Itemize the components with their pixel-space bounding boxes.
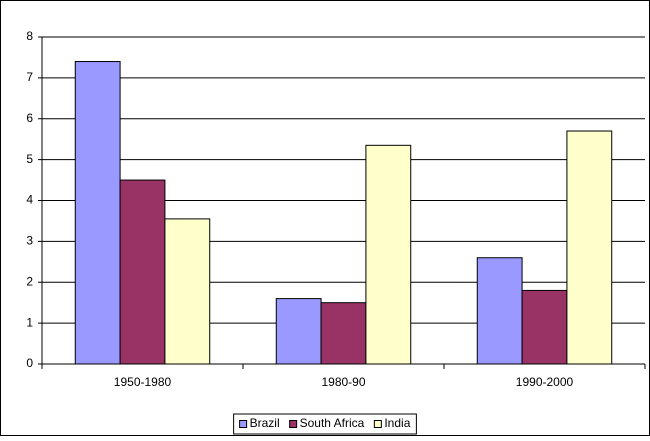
y-tick-label: 5 bbox=[26, 152, 33, 166]
legend-swatch bbox=[373, 420, 382, 428]
y-tick-label: 0 bbox=[26, 356, 33, 370]
bar bbox=[566, 130, 613, 365]
y-tick-label: 3 bbox=[26, 234, 33, 248]
legend-label: India bbox=[384, 416, 410, 430]
bar bbox=[521, 289, 568, 365]
bar bbox=[275, 298, 322, 365]
bar bbox=[164, 218, 211, 365]
y-tick-label: 6 bbox=[26, 111, 33, 125]
x-tick-label: 1950-1980 bbox=[114, 375, 172, 389]
y-tick-label: 1 bbox=[26, 315, 33, 329]
bar bbox=[119, 179, 166, 365]
y-tick-label: 7 bbox=[26, 70, 33, 84]
legend-swatch bbox=[239, 420, 248, 428]
y-tick-label: 8 bbox=[26, 29, 33, 43]
bar bbox=[74, 61, 121, 365]
x-tick-label: 1980-90 bbox=[321, 375, 365, 389]
bar bbox=[476, 257, 523, 365]
legend-box bbox=[233, 413, 417, 435]
bar bbox=[320, 302, 367, 365]
y-tick-label: 2 bbox=[26, 274, 33, 288]
legend: Brazil South Africa India bbox=[233, 413, 417, 435]
legend-label: South Africa bbox=[300, 416, 365, 430]
x-tick-label: 1990-2000 bbox=[516, 375, 574, 389]
y-tick-label: 4 bbox=[26, 193, 33, 207]
legend-swatch bbox=[289, 420, 298, 428]
legend-label: Brazil bbox=[250, 416, 280, 430]
bar bbox=[365, 144, 412, 365]
